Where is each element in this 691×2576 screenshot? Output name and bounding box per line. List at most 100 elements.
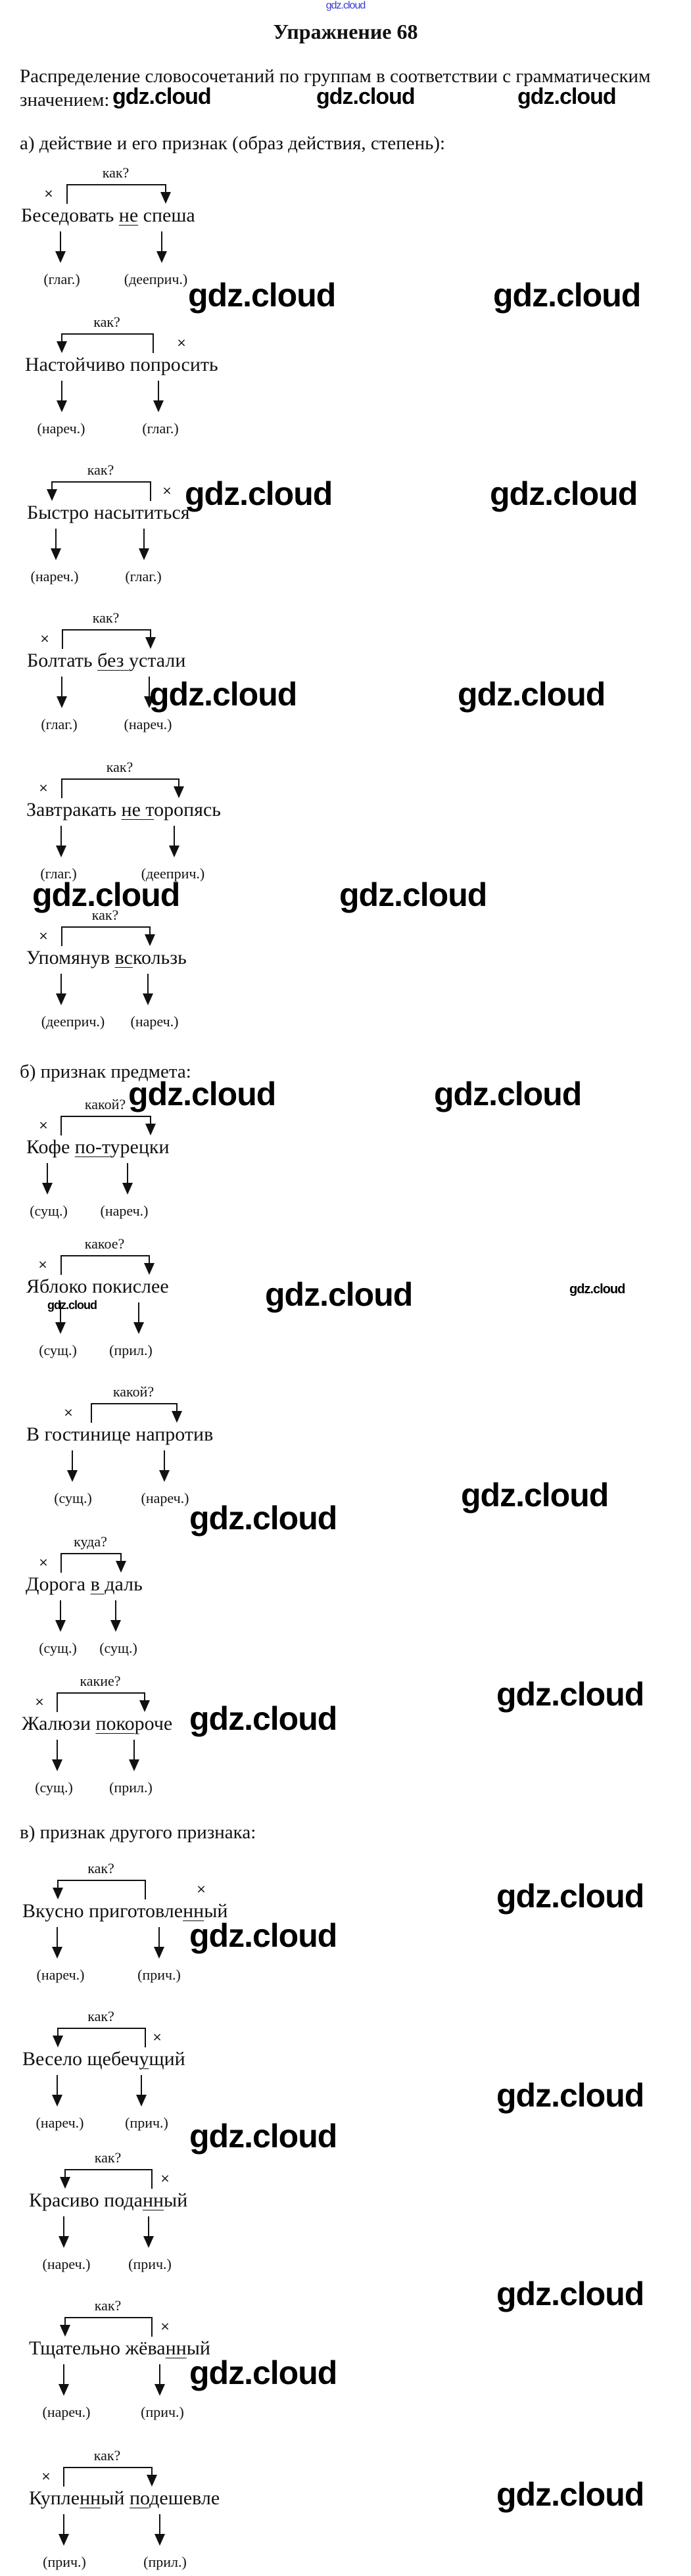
watermark: gdz.cloud (569, 1282, 625, 1297)
part-of-speech-label: (нареч.) (30, 568, 79, 584)
down-arrow-icon (55, 1322, 66, 1334)
watermark: gdz.cloud (493, 277, 641, 314)
watermark: gdz.cloud (490, 475, 638, 512)
phrase-fragment: Быстро насытиться (27, 502, 190, 523)
underlined-fragment: под (129, 2487, 160, 2509)
bracket-tail (145, 2028, 146, 2047)
down-arrow-icon (52, 1759, 62, 1771)
underlined-fragment: нн (80, 2487, 101, 2509)
question-label: как? (94, 2149, 122, 2166)
phrase-fragment: Яблоко покислее (26, 1276, 169, 1297)
arrow-head-icon (145, 934, 155, 946)
down-arrow-stem (60, 1302, 61, 1325)
down-arrow-stem (57, 1927, 58, 1949)
question-label: как? (92, 609, 120, 626)
phrase-fragment: устали (129, 650, 186, 671)
bracket-arrow-stem (151, 2467, 153, 2476)
down-arrow-stem (159, 2514, 160, 2537)
main-word-cross-icon: × (162, 484, 172, 498)
bracket-line (57, 2028, 146, 2029)
phrase-fragment: оропясь (154, 799, 221, 821)
part-of-speech-label: (глаг.) (40, 865, 77, 882)
top-link[interactable]: gdz.cloud (325, 0, 366, 11)
bracket-arrow-stem (176, 1403, 178, 1412)
watermark: gdz.cloud (189, 1700, 337, 1737)
watermark: gdz.cloud (149, 676, 297, 713)
main-word-cross-icon: × (160, 2172, 170, 2185)
down-arrow-stem (138, 1302, 139, 1325)
down-arrow-stem (61, 677, 62, 699)
part-of-speech-label: (глаг.) (142, 420, 179, 437)
down-arrow-stem (158, 1927, 160, 1949)
down-arrow-stem (63, 2216, 64, 2239)
bracket-tail (60, 1255, 62, 1275)
part-of-speech-label: (сущ.) (99, 1640, 137, 1656)
bracket-line (61, 778, 179, 780)
bracket-arrow-stem (120, 1553, 122, 1562)
down-arrow-stem (164, 1450, 165, 1473)
bracket-arrow-stem (144, 1692, 145, 1702)
phrase-fragment: Тщательно жёва (29, 2337, 166, 2359)
phrase-fragment: ый (186, 2337, 210, 2359)
part-of-speech-label: (глаг.) (41, 716, 78, 732)
question-label: как? (87, 462, 114, 478)
section-heading-b: б) признак предмета: (20, 1061, 191, 1082)
bracket-line (64, 2169, 153, 2170)
arrow-head-icon (47, 489, 57, 501)
arrow-head-icon (139, 1700, 150, 1712)
main-word-cross-icon: × (38, 1118, 49, 1132)
phrase-fragment: спеша (138, 204, 195, 226)
down-arrow-stem (60, 826, 62, 848)
question-label: какой? (84, 1096, 126, 1112)
arrow-head-icon (116, 1561, 126, 1573)
down-arrow-icon (144, 696, 155, 708)
part-of-speech-label: (нареч.) (124, 716, 172, 732)
watermark: gdz.cloud (496, 2476, 644, 2513)
underlined-fragment: не т (121, 799, 155, 821)
underlined-fragment: без (97, 650, 130, 671)
part-of-speech-label: (дееприч.) (41, 1013, 105, 1030)
bracket-tail (145, 1880, 146, 1899)
phrase-fragment: щий (149, 2048, 185, 2070)
down-arrow-icon (133, 1322, 144, 1334)
underlined-fragment: нн (183, 1900, 204, 1922)
phrase-text: Быстро насытиться (27, 501, 190, 525)
down-arrow-stem (127, 1163, 128, 1185)
watermark: gdz.cloud (47, 1299, 97, 1312)
down-arrow-stem (63, 2514, 64, 2537)
down-arrow-icon (110, 1620, 121, 1632)
down-arrow-icon (57, 696, 67, 708)
down-arrow-icon (59, 2384, 69, 2396)
phrase-fragment: роче (134, 1713, 173, 1734)
bracket-tail (151, 2169, 153, 2189)
bracket-arrow-stem (150, 1116, 151, 1125)
bracket-tail (150, 481, 151, 501)
watermark: gdz.cloud (185, 475, 333, 512)
phrase-fragment: кользь (132, 947, 187, 968)
down-arrow-stem (149, 677, 150, 699)
watermark: gdz.cloud (496, 2077, 644, 2114)
phrase-text: Красиво поданный (29, 2189, 187, 2212)
main-word-cross-icon: × (63, 1406, 74, 1419)
phrase-fragment: Купле (29, 2487, 80, 2509)
intro-text: Распределение словосочетаний по группам … (20, 66, 651, 110)
bracket-arrow-stem (150, 629, 151, 638)
down-arrow-icon (122, 1183, 133, 1195)
arrow-head-icon (60, 2177, 70, 2189)
down-arrow-icon (169, 846, 179, 857)
underlined-fragment: не (118, 204, 139, 226)
part-of-speech-label: (прич.) (137, 1967, 181, 1983)
part-of-speech-label: (дееприч.) (124, 271, 188, 287)
part-of-speech-label: (нареч.) (130, 1013, 179, 1030)
main-word-cross-icon: × (196, 1882, 206, 1896)
down-arrow-stem (133, 1740, 135, 1762)
bracket-line (60, 1255, 150, 1256)
bracket-line (91, 1403, 178, 1404)
phrase-text: В гостинице напротив (26, 1423, 213, 1446)
part-of-speech-label: (прич.) (43, 2554, 86, 2570)
watermark: gdz.cloud (189, 1500, 337, 1537)
down-arrow-stem (115, 1600, 116, 1623)
phrase-fragment: В гостинице напротив (26, 1423, 214, 1445)
arrow-head-icon (53, 1888, 63, 1899)
watermark: gdz.cloud (339, 876, 487, 913)
